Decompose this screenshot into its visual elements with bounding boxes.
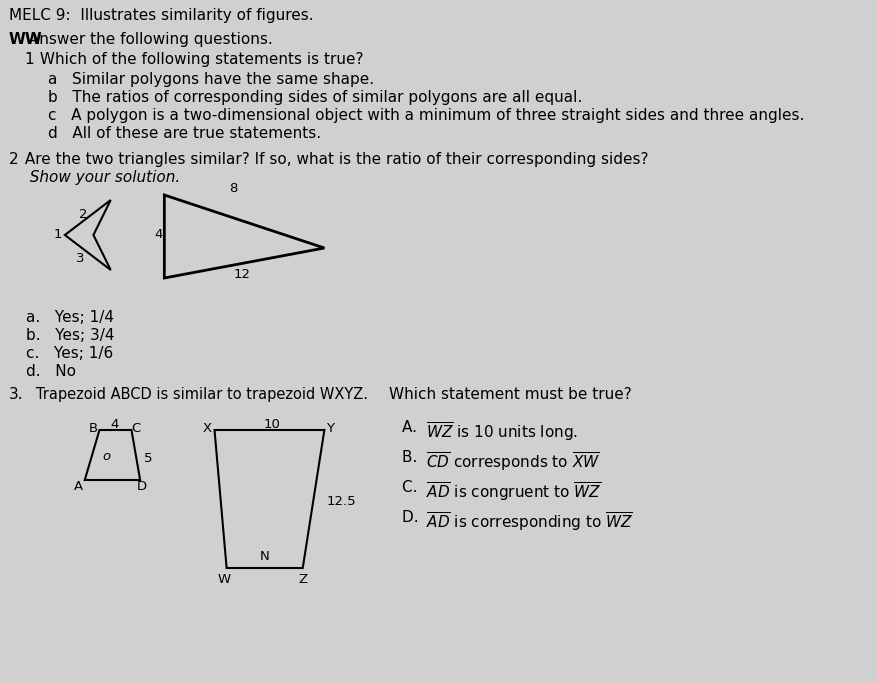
Text: X: X <box>203 422 211 435</box>
Text: d.   No: d. No <box>26 364 76 379</box>
Text: $\overline{AD}$ is congruent to $\overline{WZ}$: $\overline{AD}$ is congruent to $\overli… <box>426 480 602 503</box>
Text: 4: 4 <box>153 228 162 241</box>
Text: WW: WW <box>9 32 42 47</box>
Text: 8: 8 <box>229 182 238 195</box>
Text: 4: 4 <box>111 418 119 431</box>
Text: $\overline{AD}$ is corresponding to $\overline{WZ}$: $\overline{AD}$ is corresponding to $\ov… <box>426 510 633 533</box>
Text: Answer the following questions.: Answer the following questions. <box>25 32 273 47</box>
Text: B.: B. <box>402 450 427 465</box>
Text: Which of the following statements is true?: Which of the following statements is tru… <box>34 52 363 67</box>
Text: c   A polygon is a two-dimensional object with a minimum of three straight sides: c A polygon is a two-dimensional object … <box>47 108 803 123</box>
Text: 5: 5 <box>144 452 152 465</box>
Text: a.   Yes; 1/4: a. Yes; 1/4 <box>26 310 114 325</box>
Text: d   All of these are true statements.: d All of these are true statements. <box>47 126 320 141</box>
Text: 3: 3 <box>76 252 84 265</box>
Text: N: N <box>260 550 269 563</box>
Text: 10: 10 <box>263 418 281 431</box>
Text: Are the two triangles similar? If so, what is the ratio of their corresponding s: Are the two triangles similar? If so, wh… <box>20 152 647 167</box>
Text: D: D <box>137 480 146 493</box>
Text: A.: A. <box>402 420 426 435</box>
Text: A: A <box>75 480 83 493</box>
Text: 1: 1 <box>53 228 62 241</box>
Text: Trapezoid ABCD is similar to trapezoid WXYZ.: Trapezoid ABCD is similar to trapezoid W… <box>23 387 368 402</box>
Text: 2: 2 <box>9 152 18 167</box>
Text: $\overline{WZ}$ is 10 units long.: $\overline{WZ}$ is 10 units long. <box>426 420 578 443</box>
Text: C: C <box>132 422 140 435</box>
Text: B: B <box>89 422 98 435</box>
Text: o: o <box>102 450 111 463</box>
Text: Which statement must be true?: Which statement must be true? <box>389 387 631 402</box>
Text: b   The ratios of corresponding sides of similar polygons are all equal.: b The ratios of corresponding sides of s… <box>47 90 581 105</box>
Text: C.: C. <box>402 480 427 495</box>
Text: c.   Yes; 1/6: c. Yes; 1/6 <box>26 346 113 361</box>
Text: Z: Z <box>298 573 307 586</box>
Text: Show your solution.: Show your solution. <box>20 170 180 185</box>
Text: 12.5: 12.5 <box>326 495 356 508</box>
Text: MELC 9:  Illustrates similarity of figures.: MELC 9: Illustrates similarity of figure… <box>9 8 313 23</box>
Text: 2: 2 <box>79 208 87 221</box>
Text: 3.: 3. <box>9 387 24 402</box>
Text: Y: Y <box>325 422 334 435</box>
Text: D.: D. <box>402 510 428 525</box>
Text: a   Similar polygons have the same shape.: a Similar polygons have the same shape. <box>47 72 374 87</box>
Text: b.   Yes; 3/4: b. Yes; 3/4 <box>26 328 114 343</box>
Text: 12: 12 <box>233 268 250 281</box>
Text: $\overline{CD}$ corresponds to $\overline{XW}$: $\overline{CD}$ corresponds to $\overlin… <box>426 450 600 473</box>
Text: W: W <box>217 573 231 586</box>
Text: 1: 1 <box>25 52 34 67</box>
